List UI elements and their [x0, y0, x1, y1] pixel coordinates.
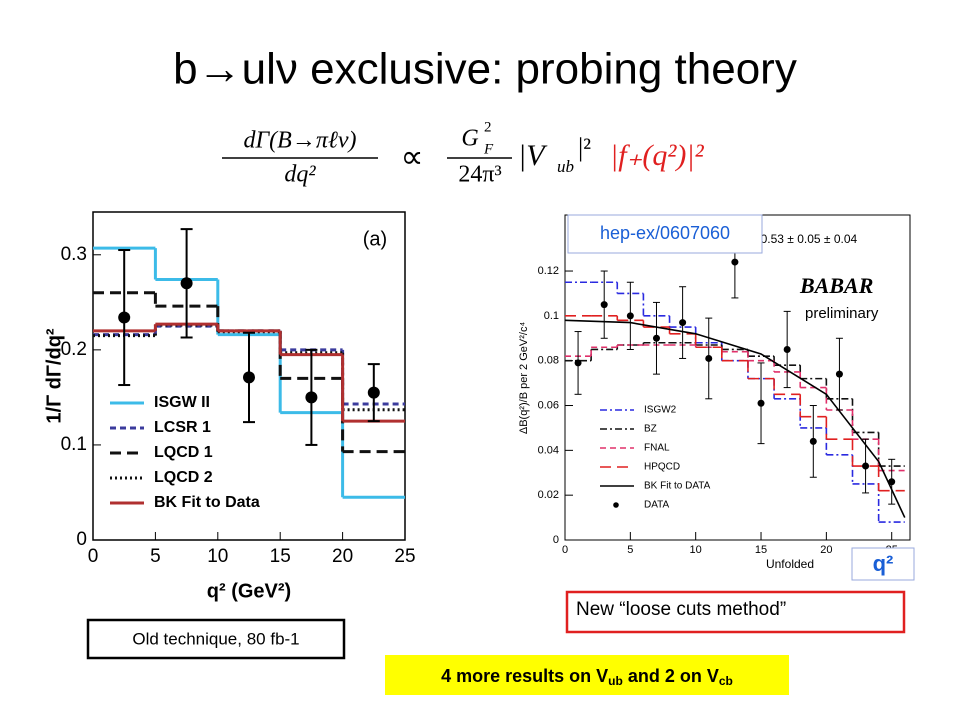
data-point [757, 399, 765, 407]
legend-label: LQCD 2 [154, 469, 213, 486]
formula-lhs-den: dq² [284, 162, 316, 188]
formula: dΓ(B→πℓν) dq² ∝ G F 2 24π³ |V ub |² |f₊(… [222, 119, 705, 188]
x-tick-label: 10 [690, 544, 702, 556]
legend-label: ISGW2 [644, 405, 677, 416]
y-tick-label: 0.1 [544, 310, 559, 322]
box-bottom-text: 4 more results on Vub and 2 on Vcb [441, 666, 733, 688]
y-tick-label: 0.04 [538, 444, 559, 456]
right-figure [510, 210, 915, 582]
x-tick-label: 15 [755, 544, 767, 556]
formula-g: G [461, 126, 478, 152]
annotation: preliminary [805, 305, 879, 322]
data-point [705, 354, 713, 362]
y-axis-label: 1/Γ dΓ/dq² [43, 328, 65, 423]
box-bottom [385, 655, 789, 695]
box-left [86, 618, 346, 660]
y-tick-label: 0.02 [538, 489, 559, 501]
chart: 0 0.1 0.2 0.3 0 5 10 15 20 25 ISGW II LCSR 1 LQCD 1 L… [43, 211, 416, 602]
data-point [862, 462, 870, 470]
y-tick-label: 0.12 [538, 265, 559, 277]
data-point [809, 437, 817, 445]
formula-v: |V [518, 139, 548, 172]
box-right [565, 590, 906, 634]
hep-box [567, 214, 763, 254]
legend-label: LCSR 1 [154, 419, 211, 436]
text-part: and 2 on V [623, 666, 719, 686]
formula-lhs-num: dΓ(B→πℓν) [244, 128, 357, 154]
x-tick-label: 5 [627, 544, 633, 556]
data-point [243, 371, 255, 384]
y-axis-label: ΔB(q²)/B per 2 GeV²/c⁴ [518, 322, 530, 435]
slide-title: b→ulν exclusive: probing theory [173, 45, 797, 94]
x-tick-label: 0 [88, 546, 99, 567]
formula-v-sup: |² [578, 133, 591, 162]
text-sub: ub [608, 674, 623, 688]
formula-g-sup: 2 [484, 119, 492, 135]
data-point [574, 359, 582, 367]
y-tick-label: 0.06 [538, 399, 559, 411]
x-axis-label-2: q² [873, 551, 894, 576]
legend-label: DATA [644, 500, 670, 511]
chart: 00.020.040.060.080.10.120510152025ISGW2B… [518, 214, 915, 581]
x-tick-label: 10 [207, 546, 228, 567]
legend-label: BK Fit to Data [154, 494, 260, 511]
plot-frame [92, 211, 406, 541]
annotation: (a) [363, 228, 387, 250]
x-tick-label: 5 [150, 546, 161, 567]
box-right-text: New “loose cuts method” [576, 599, 786, 620]
legend-label: ISGW II [154, 394, 210, 411]
data-point [180, 277, 193, 290]
formula-ff: |f₊(q²)|² [610, 139, 705, 172]
x-tick-label: 0 [562, 544, 568, 556]
data-point [679, 319, 687, 327]
data-point [888, 478, 896, 486]
annotation: α = 0.53 ± 0.05 ± 0.04 [740, 232, 858, 246]
data-point [626, 312, 634, 320]
y-tick-label: 0.1 [61, 434, 87, 455]
data-point [118, 311, 131, 324]
legend-label: FNAL [644, 443, 670, 454]
q2-box [851, 547, 915, 581]
y-tick-label: 0 [76, 529, 87, 550]
x-tick-label: 20 [820, 544, 832, 556]
formula-g-sub: F [483, 141, 494, 157]
x-tick-label: 20 [332, 546, 353, 567]
y-tick-label: 0 [553, 534, 559, 546]
legend-label: BK Fit to DATA [644, 481, 711, 492]
formula-v-sub: ub [557, 157, 574, 176]
y-tick-label: 0.08 [538, 355, 559, 367]
charts: 0 0.1 0.2 0.3 0 5 10 15 20 25 ISGW II LCSR 1 LQCD 1 L… [43, 211, 915, 602]
left-figure [42, 205, 432, 610]
x-axis-label: Unfolded [766, 557, 814, 571]
legend-label: LQCD 1 [154, 444, 213, 461]
box-left-text: Old technique, 80 fb-1 [132, 629, 299, 648]
legend-label: HPQCD [644, 462, 680, 473]
y-tick-label: 0.2 [61, 339, 87, 360]
data-point [600, 301, 608, 309]
annotation: BABAR [799, 273, 873, 298]
annotation: hep-ex/0607060 [600, 223, 730, 243]
data-point [783, 345, 791, 353]
data-point [652, 334, 660, 342]
formula-prop: ∝ [401, 138, 424, 174]
legend-label: BZ [644, 424, 657, 435]
data-point [731, 258, 739, 266]
formula-rhs-den: 24π³ [458, 162, 501, 188]
y-tick-label: 0.3 [61, 244, 87, 265]
legend-marker [613, 502, 619, 508]
x-axis-label: q² (GeV²) [207, 580, 291, 602]
data-point [367, 386, 380, 399]
x-tick-label: 15 [270, 546, 291, 567]
text-sub: cb [719, 674, 733, 688]
text-part: 4 more results on V [441, 666, 608, 686]
data-point [305, 391, 318, 404]
data-point [835, 370, 843, 378]
x-tick-label: 25 [394, 546, 415, 567]
